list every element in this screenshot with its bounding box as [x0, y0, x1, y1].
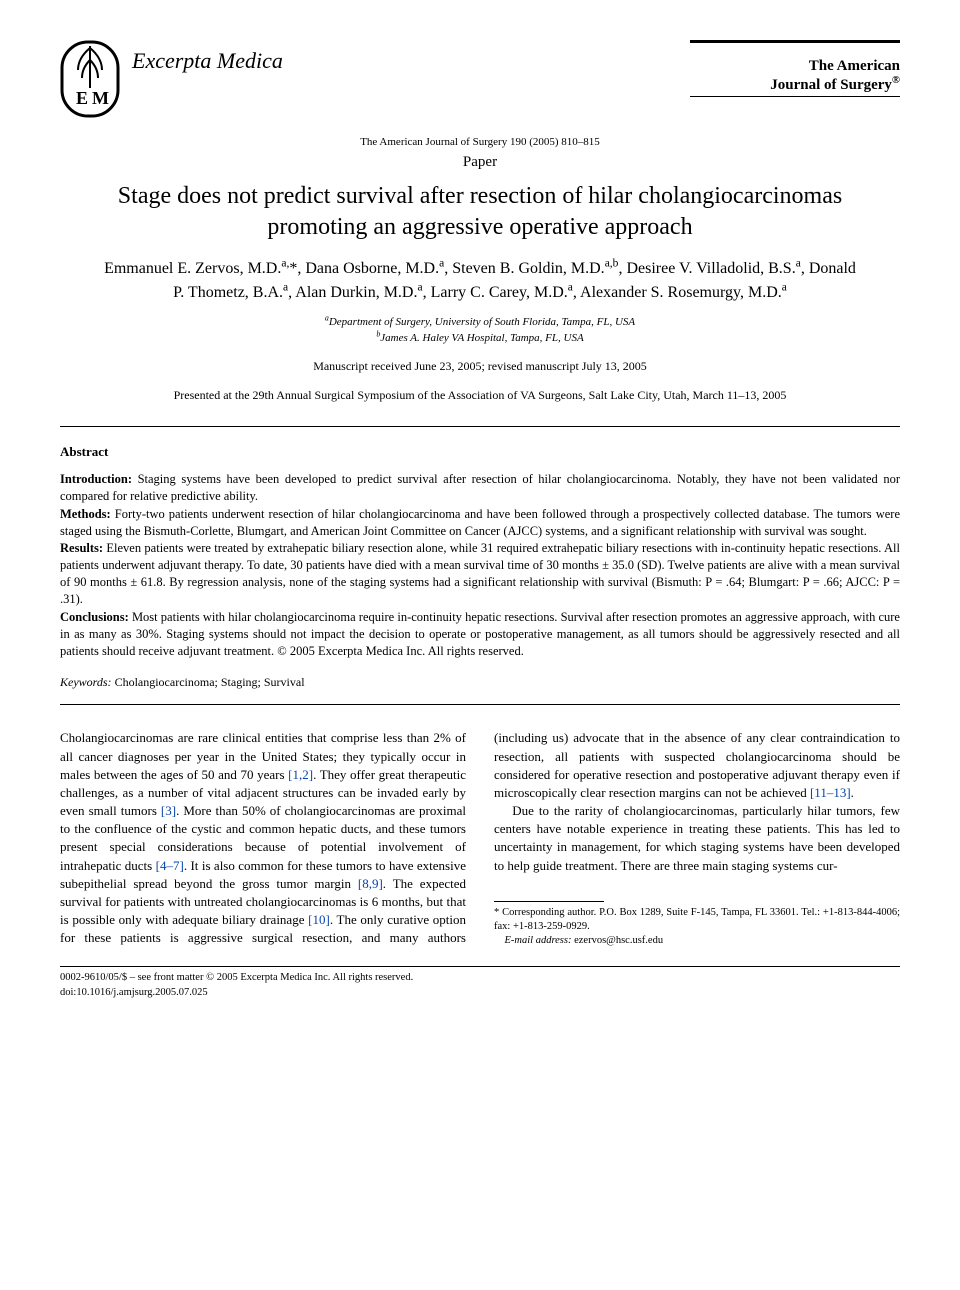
email-label: E-mail address:: [505, 935, 572, 946]
citation-line: The American Journal of Surgery 190 (200…: [60, 135, 900, 150]
keywords-line: Keywords: Cholangiocarcinoma; Staging; S…: [60, 674, 900, 691]
abstract-section-label: Results:: [60, 541, 106, 555]
affiliation-b: bJames A. Haley VA Hospital, Tampa, FL, …: [60, 331, 900, 346]
email-address: ezervos@hsc.usf.edu: [574, 935, 663, 946]
abstract-section: Conclusions: Most patients with hilar ch…: [60, 609, 900, 660]
rule-below-keywords: [60, 704, 900, 705]
journal-name-line2-text: Journal of Surgery: [770, 77, 892, 93]
footer-copyright: 0002-9610/05/$ – see front matter © 2005…: [60, 971, 900, 985]
publisher-logo-icon: E M: [60, 40, 120, 125]
abstract-section-label: Introduction:: [60, 472, 138, 486]
email-line: E-mail address: ezervos@hsc.usf.edu: [494, 934, 900, 948]
section-label: Paper: [60, 152, 900, 173]
ref-link-4-7[interactable]: [4–7]: [156, 858, 184, 873]
affiliation-b-text: James A. Haley VA Hospital, Tampa, FL, U…: [380, 332, 583, 344]
abstract-section: Results: Eleven patients were treated by…: [60, 540, 900, 608]
affiliations: aDepartment of Surgery, University of So…: [60, 315, 900, 346]
body-text-span: .: [851, 785, 854, 800]
ref-link-1-2[interactable]: [1,2]: [288, 767, 313, 782]
journal-name-line2: Journal of Surgery®: [690, 76, 900, 95]
authors-list: Emmanuel E. Zervos, M.D.a,*, Dana Osborn…: [60, 257, 900, 305]
footnote-rule: [494, 901, 604, 902]
affiliation-a: aDepartment of Surgery, University of So…: [60, 315, 900, 330]
abstract-section: Introduction: Staging systems have been …: [60, 471, 900, 505]
abstract-section-text: Forty-two patients underwent resection o…: [60, 507, 900, 538]
keywords-label: Keywords:: [60, 675, 112, 689]
paper-title: Stage does not predict survival after re…: [60, 181, 900, 243]
journal-name-block: The American Journal of Surgery®: [690, 40, 900, 97]
corresponding-author-note: * Corresponding author. P.O. Box 1289, S…: [494, 906, 900, 934]
paper-header: E M Excerpta Medica The American Journal…: [60, 40, 900, 125]
abstract-block: Introduction: Staging systems have been …: [60, 471, 900, 660]
footer-doi: doi:10.1016/j.amjsurg.2005.07.025: [60, 986, 900, 1000]
abstract-section-text: Most patients with hilar cholangiocarcin…: [60, 610, 900, 658]
svg-text:E: E: [76, 88, 88, 108]
abstract-heading: Abstract: [60, 443, 900, 461]
ref-link-10[interactable]: [10]: [308, 912, 330, 927]
presented-at: Presented at the 29th Annual Surgical Sy…: [60, 387, 900, 404]
journal-rule-bottom: [690, 96, 900, 97]
footer-rule: [60, 966, 900, 967]
svg-text:M: M: [92, 88, 109, 108]
affiliation-a-text: Department of Surgery, University of Sou…: [329, 316, 635, 328]
manuscript-dates: Manuscript received June 23, 2005; revis…: [60, 358, 900, 375]
rule-above-abstract: [60, 426, 900, 427]
body-text: Cholangiocarcinomas are rare clinical en…: [60, 729, 900, 948]
ref-link-8-9[interactable]: [8,9]: [358, 876, 383, 891]
ref-link-3[interactable]: [3]: [161, 803, 176, 818]
publisher-block: E M Excerpta Medica: [60, 40, 283, 125]
abstract-section-text: Eleven patients were treated by extrahep…: [60, 541, 900, 606]
publisher-name: Excerpta Medica: [132, 40, 283, 77]
journal-rule-top: [690, 40, 900, 43]
ref-link-11-13[interactable]: [11–13]: [810, 785, 851, 800]
abstract-section: Methods: Forty-two patients underwent re…: [60, 506, 900, 540]
registered-mark: ®: [892, 74, 900, 86]
abstract-section-label: Conclusions:: [60, 610, 132, 624]
abstract-section-text: Staging systems have been developed to p…: [60, 472, 900, 503]
abstract-section-label: Methods:: [60, 507, 115, 521]
journal-name-line1: The American: [690, 57, 900, 76]
footnotes: * Corresponding author. P.O. Box 1289, S…: [494, 906, 900, 949]
body-para-2: Due to the rarity of cholangiocarcinomas…: [494, 802, 900, 875]
keywords-text: Cholangiocarcinoma; Staging; Survival: [115, 675, 305, 689]
